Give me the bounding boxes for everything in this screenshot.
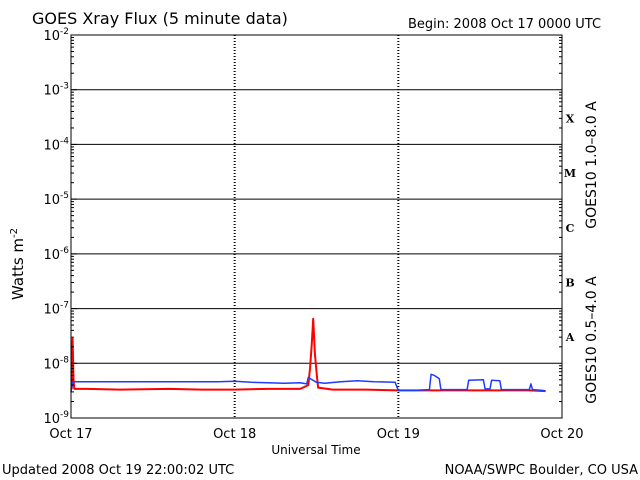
ylabel: Watts m	[9, 238, 27, 300]
plot-frame	[70, 34, 563, 419]
y-tick-label: 10-2	[43, 27, 69, 44]
y-tick-label: 10-4	[43, 136, 69, 153]
x-tick-label: Oct 18	[213, 427, 256, 442]
legend-series-long: GOES10 1.0–8.0 A	[584, 101, 600, 229]
flare-class-label: X	[566, 112, 575, 125]
flare-class-label: C	[566, 222, 575, 235]
y-tick-label: 10-9	[43, 410, 69, 427]
x-tick-label: Oct 19	[377, 427, 420, 442]
flare-class-label: M	[564, 167, 576, 180]
y-tick-label: 10-5	[43, 191, 69, 208]
y-axis: 10-2 10-3 10-4 10-5 10-6 10-7 10-8 10-9	[43, 27, 562, 427]
x-tick-label: Oct 17	[49, 427, 92, 442]
credit-label: NOAA/SWPC Boulder, CO USA	[445, 463, 638, 478]
x-tick-label: Oct 20	[540, 427, 583, 442]
y-tick-label: 10-8	[43, 355, 69, 372]
flare-class-labels: X M C B A	[564, 112, 576, 344]
x-axis-title: Universal Time	[271, 443, 360, 457]
begin-label: Begin: 2008 Oct 17 0000 UTC	[408, 17, 601, 32]
y-tick-label: 10-6	[43, 246, 69, 263]
x-axis: Oct 17 Oct 18 Oct 19 Oct 20	[49, 427, 583, 442]
y-tick-label: 10-3	[43, 82, 69, 99]
flare-class-label: A	[565, 331, 575, 344]
series-group	[70, 317, 546, 393]
series-line-short	[70, 373, 546, 393]
svg-text:Watts m-2: Watts m-2	[9, 228, 27, 300]
flare-class-label: B	[565, 276, 574, 289]
updated-timestamp: Updated 2008 Oct 19 22:00:02 UTC	[2, 463, 234, 478]
chart-title: GOES Xray Flux (5 minute data)	[32, 9, 288, 28]
y-tick-label: 10-7	[43, 301, 69, 318]
legend-series-short: GOES10 0.5–4.0 A	[584, 276, 600, 404]
y-axis-title: Watts m-2	[9, 228, 27, 300]
ylabel-superscript: -2	[9, 228, 20, 238]
